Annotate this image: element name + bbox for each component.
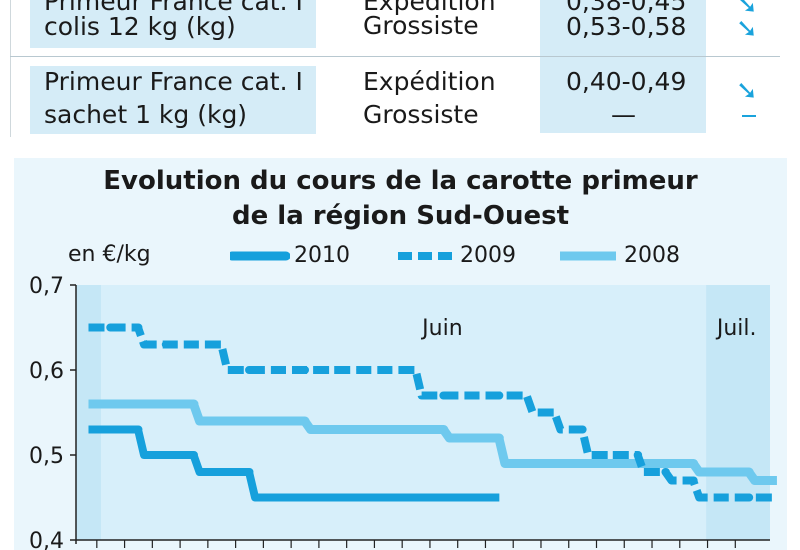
legend-label-2008: 2008 [624, 243, 680, 268]
month-label: Juil. [715, 316, 757, 341]
trend-down-icon: ➘ [736, 14, 758, 44]
chart-subtitle: de la région Sud-Ouest [232, 201, 569, 231]
y-axis-unit-label: en €/kg [68, 242, 151, 267]
stage-label: Grossiste [363, 11, 479, 40]
product-line: sachet 1 kg (kg) [44, 100, 248, 129]
trend-stable-icon [742, 115, 756, 117]
price-range: 0,53-0,58 [566, 12, 687, 41]
trend-down-icon: ➘ [736, 76, 758, 106]
y-tick-label: 0,6 [29, 359, 64, 384]
product-cell [30, 0, 316, 48]
trend-down-icon: ➘ [736, 0, 758, 20]
legend-swatch-2009 [398, 252, 452, 260]
month-label: Juin [420, 316, 463, 341]
legend-swatch-2010 [230, 251, 290, 261]
legend-label-2010: 2010 [294, 243, 350, 268]
series-line-2009 [88, 323, 777, 502]
price-table: Primeur France cat. I colis 12 kg (kg) E… [0, 0, 800, 140]
price-column-background [540, 0, 706, 133]
y-tick-label: 0,5 [29, 444, 64, 469]
series-line-2010 [88, 425, 500, 502]
table-left-rule [10, 0, 11, 137]
month-band-0 [76, 285, 101, 540]
row-separator [10, 56, 780, 57]
product-line: Primeur France cat. I [44, 67, 303, 96]
product-line: Primeur France cat. I [44, 0, 303, 16]
chart-title: Evolution du cours de la carotte primeur [103, 166, 698, 196]
stage-label: Expédition [363, 67, 496, 96]
legend-label-2009: 2009 [460, 243, 516, 268]
product-cell [30, 66, 316, 134]
y-tick-label: 0,4 [29, 529, 64, 550]
price-range: — [611, 100, 636, 129]
price-range: 0,38-0,45 [566, 0, 687, 16]
product-line: colis 12 kg (kg) [44, 12, 236, 41]
y-tick-label: 0,7 [29, 274, 64, 299]
stage-label: Grossiste [363, 100, 479, 129]
series-line-2008 [88, 399, 777, 485]
price-range: 0,40-0,49 [566, 67, 687, 96]
legend-swatch-2008 [560, 251, 616, 261]
stage-label: Expédition [363, 0, 496, 16]
